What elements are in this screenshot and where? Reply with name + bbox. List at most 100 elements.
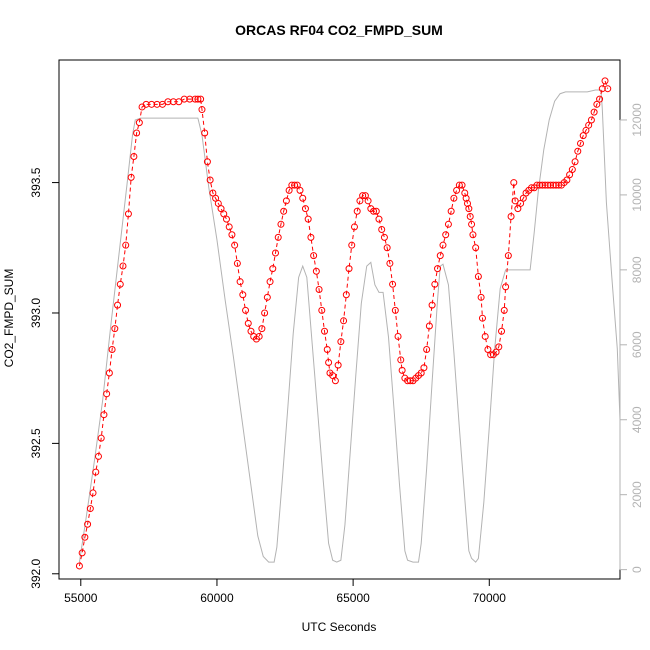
co2-point <box>269 265 277 273</box>
co2-point <box>350 223 358 231</box>
co2-point <box>198 106 206 114</box>
co2-point <box>500 306 508 314</box>
co2-point <box>481 332 489 340</box>
co2-point <box>114 301 122 309</box>
co2-point <box>552 181 560 189</box>
co2-point <box>348 241 356 249</box>
co2-point <box>549 181 557 189</box>
co2-point <box>266 278 274 286</box>
co2-point <box>209 189 217 197</box>
co2-point <box>517 199 525 207</box>
co2-point <box>504 252 512 260</box>
x-tick-label: 65000 <box>336 591 370 605</box>
co2-point <box>272 249 280 257</box>
co2-point <box>598 85 606 93</box>
co2-point <box>299 194 307 202</box>
co2-point <box>502 283 510 291</box>
co2-point <box>191 95 199 103</box>
co2-point <box>312 267 320 275</box>
co2-point <box>453 186 461 194</box>
co2-point <box>288 181 296 189</box>
co2-point <box>406 377 414 385</box>
co2-point <box>214 199 222 207</box>
co2-point <box>75 562 83 570</box>
co2-point <box>247 327 255 335</box>
co2-point <box>329 372 337 380</box>
co2-point <box>186 95 194 103</box>
co2-point <box>258 325 266 333</box>
x-axis: 55000 60000 65000 70000 <box>64 578 507 605</box>
co2-point <box>478 314 486 322</box>
co2-point <box>417 369 425 377</box>
co2-point <box>450 194 458 202</box>
co2-point <box>389 280 397 288</box>
co2-point <box>282 197 290 205</box>
co2-point <box>148 100 156 108</box>
co2-point <box>231 241 239 249</box>
co2-point <box>325 359 333 367</box>
y2-tick-label: 6000 <box>630 331 644 358</box>
co2-point <box>601 77 609 85</box>
co2-point <box>436 252 444 260</box>
y2-tick-label: 12000 <box>630 103 644 137</box>
co2-point <box>380 233 388 241</box>
co2-point <box>391 306 399 314</box>
co2-point <box>124 210 132 218</box>
x-tick-label: 70000 <box>473 591 507 605</box>
co2-point <box>133 129 141 137</box>
y-axis-label: CO2_FMPD_SUM <box>2 269 16 368</box>
co2-point <box>255 332 263 340</box>
co2-point <box>97 434 105 442</box>
co2-point <box>84 520 92 528</box>
co2-point <box>169 98 177 106</box>
y2-tick-label: 0 <box>630 566 644 573</box>
co2-point <box>455 181 463 189</box>
co2-point <box>206 176 214 184</box>
co2-point <box>291 181 299 189</box>
x-axis-label: UTC Seconds <box>302 620 377 634</box>
co2-point <box>469 231 477 239</box>
co2-point <box>280 207 288 215</box>
co2-point <box>404 377 412 385</box>
co2-point <box>111 325 119 333</box>
co2-point <box>364 197 372 205</box>
co2-point <box>315 286 323 294</box>
co2-point <box>301 205 309 213</box>
co2-point <box>175 98 183 106</box>
co2-point <box>533 181 541 189</box>
y-tick-label: 393.5 <box>29 167 43 197</box>
co2-point <box>153 100 161 108</box>
co2-point <box>447 207 455 215</box>
co2-point <box>337 338 345 346</box>
co2-point <box>94 452 102 460</box>
y-tick-label: 392.5 <box>29 428 43 458</box>
co2-point <box>434 265 442 273</box>
co2-point <box>372 207 380 215</box>
co2-point <box>201 129 209 137</box>
co2-point <box>103 390 111 398</box>
co2-line <box>78 79 609 567</box>
x-tick-label: 55000 <box>64 591 98 605</box>
co2-point <box>274 233 282 241</box>
co2-point <box>484 345 492 353</box>
co2-point <box>397 356 405 364</box>
co2-point <box>514 205 522 213</box>
co2-point <box>89 489 97 497</box>
co2-point <box>574 147 582 155</box>
co2-point <box>127 173 135 181</box>
co2-point <box>304 215 312 223</box>
co2-point <box>474 272 482 280</box>
co2-point <box>135 119 143 127</box>
co2-point <box>431 280 439 288</box>
co2-point <box>340 317 348 325</box>
co2-point <box>420 364 428 372</box>
co2-point <box>108 345 116 353</box>
co2-point <box>582 126 590 134</box>
co2-point <box>92 468 100 476</box>
co2-point <box>566 171 574 179</box>
y2-tick-label: 4000 <box>630 406 644 433</box>
co2-point <box>194 95 202 103</box>
altitude-line <box>78 89 621 563</box>
y-axis: 392.0 392.5 393.0 393.5 <box>29 167 60 589</box>
co2-point <box>263 293 271 301</box>
